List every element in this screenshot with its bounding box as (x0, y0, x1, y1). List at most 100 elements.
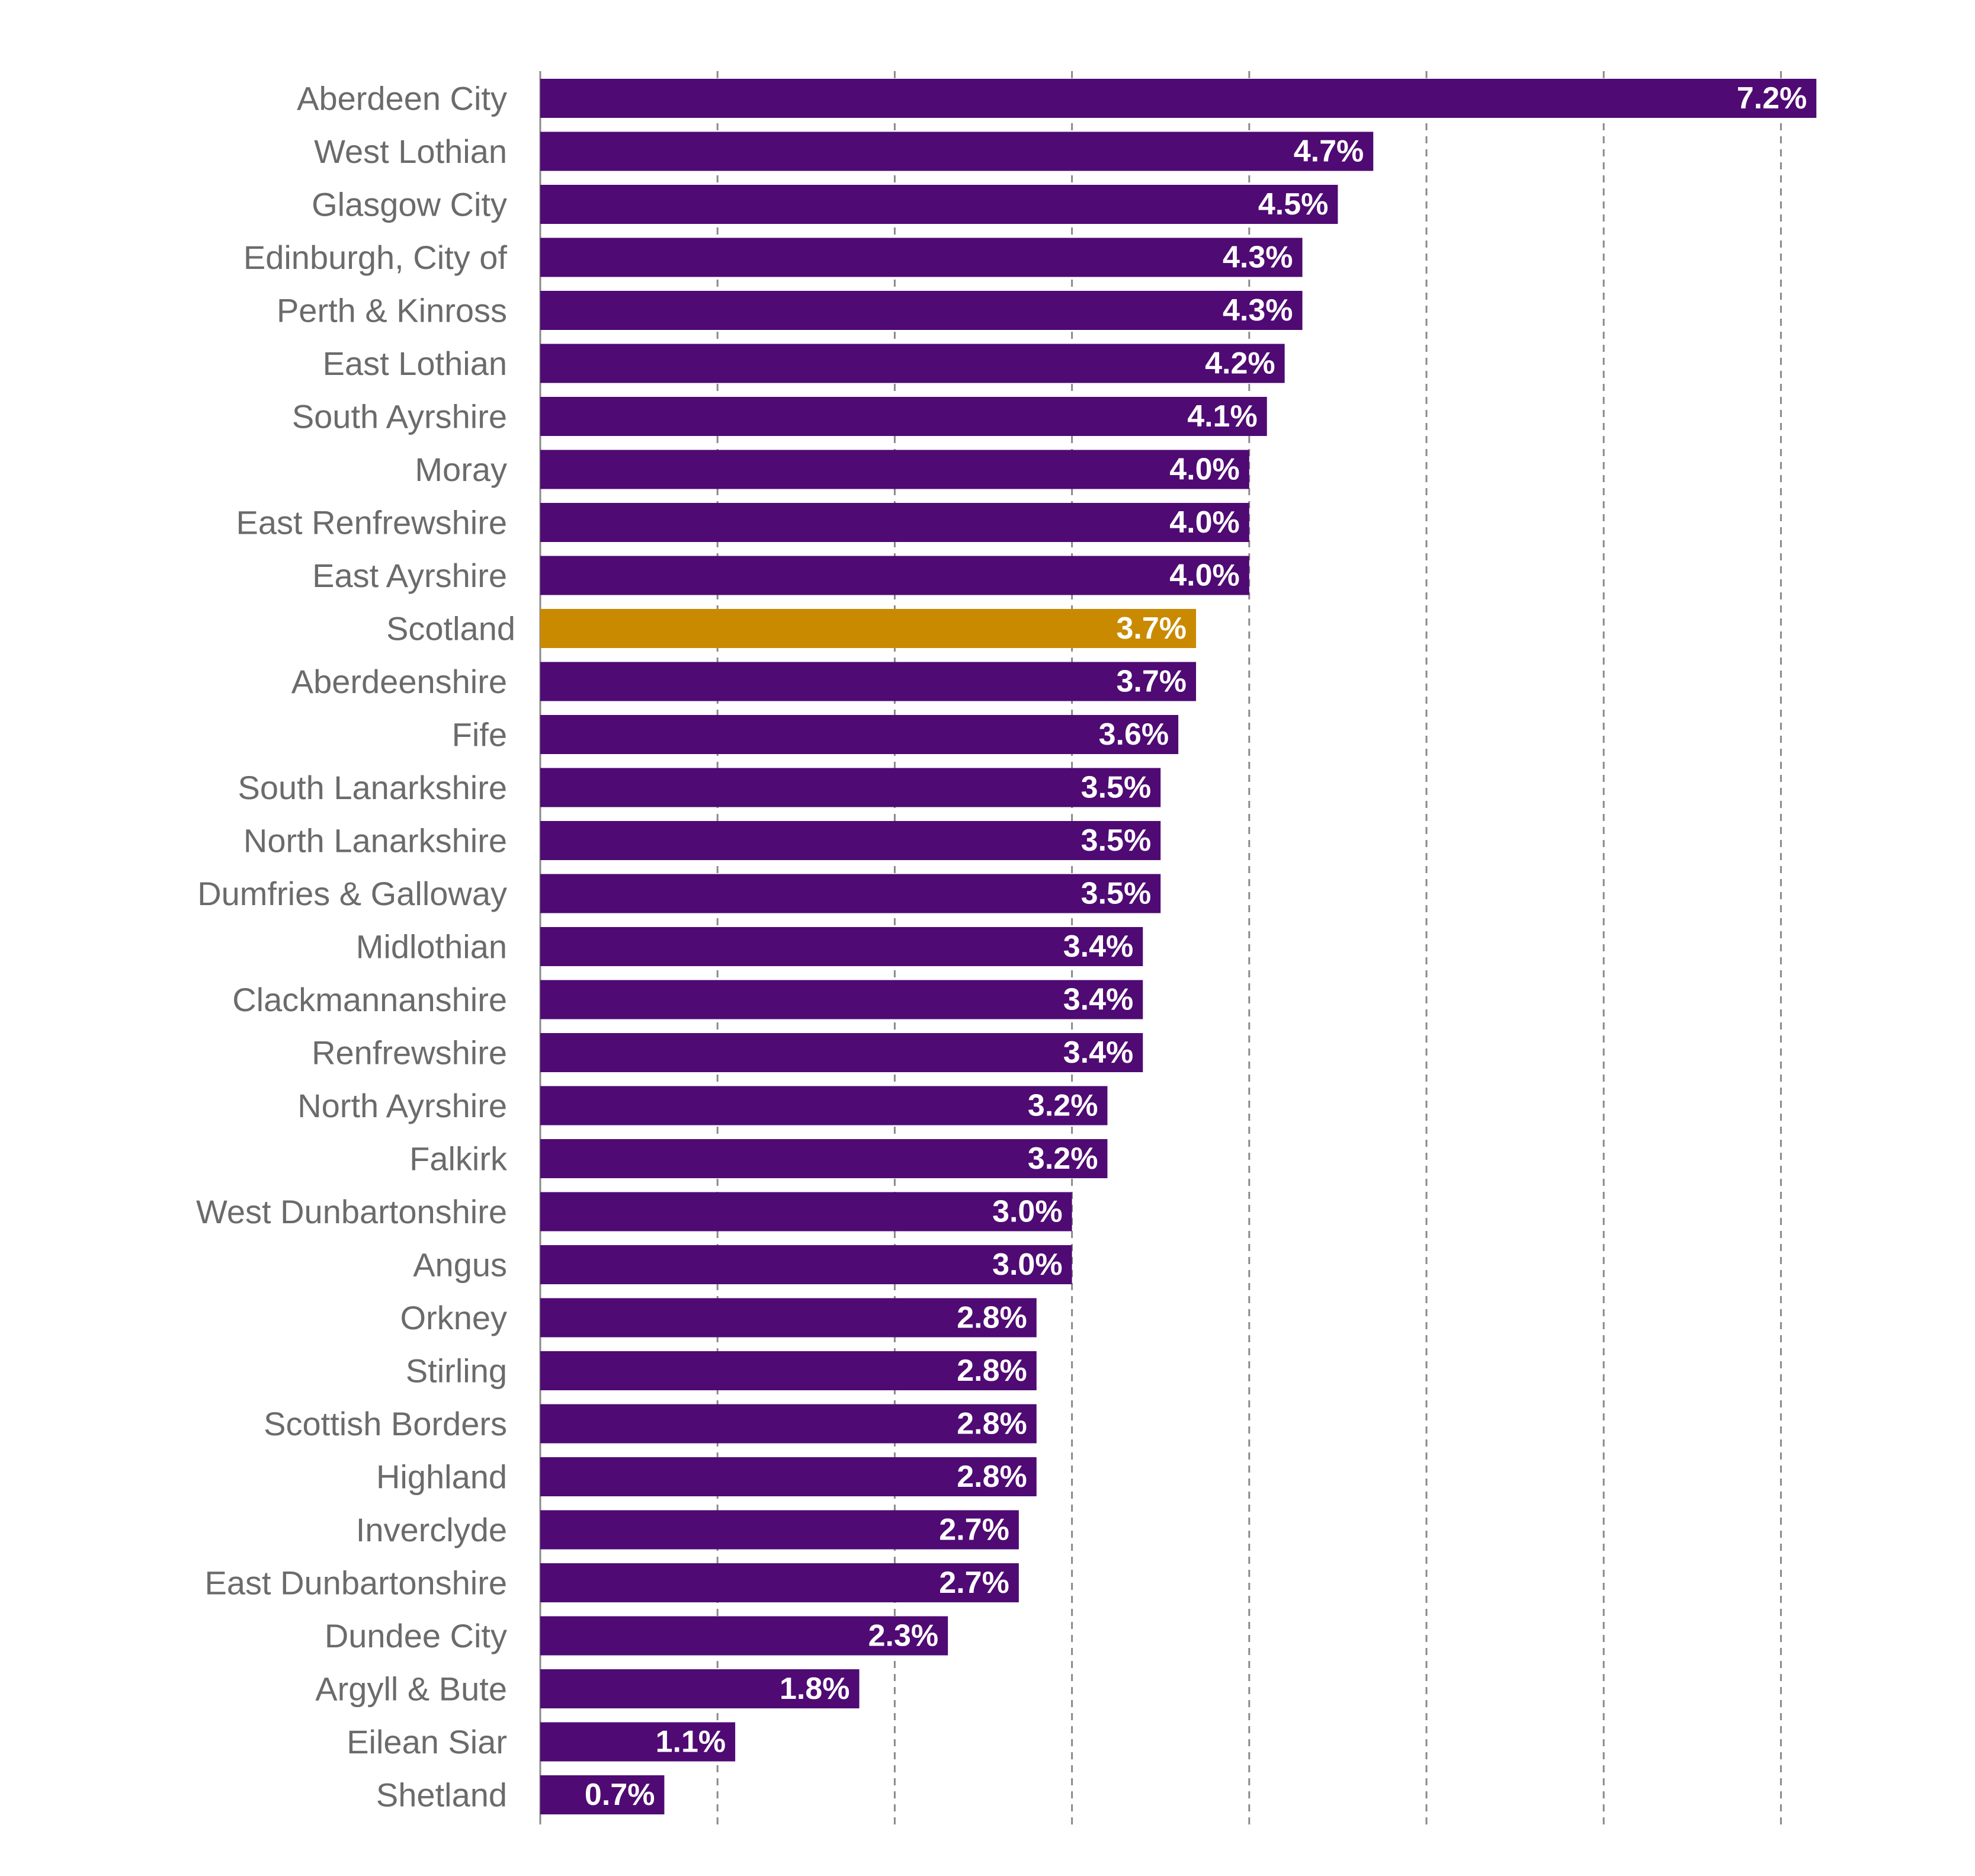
category-label: Edinburgh, City of (243, 239, 508, 276)
category-label: Shetland (376, 1776, 507, 1814)
data-label: 2.8% (957, 1407, 1027, 1441)
bar (540, 1775, 665, 1814)
category-labels: Aberdeen City West Lothian Glasgow City Edi… (196, 80, 515, 1814)
data-label: 2.7% (939, 1513, 1009, 1547)
bar (540, 1033, 1143, 1072)
data-label: 0.7% (585, 1778, 655, 1812)
bar (540, 1298, 1037, 1338)
bar (540, 1457, 1037, 1496)
data-label: 4.0% (1169, 559, 1240, 593)
category-label: Dundee City (325, 1617, 507, 1654)
category-label: South Ayrshire (292, 398, 507, 435)
data-label: 3.5% (1081, 823, 1152, 858)
category-label: Moray (415, 451, 507, 488)
data-label: 4.0% (1169, 453, 1240, 487)
category-label: Renfrewshire (312, 1034, 507, 1072)
data-label: 2.8% (957, 1301, 1027, 1335)
data-label: 2.8% (957, 1460, 1027, 1494)
category-label: East Renfrewshire (236, 504, 507, 541)
data-label: 2.8% (957, 1354, 1027, 1388)
bar (540, 556, 1249, 595)
category-label: Midlothian (356, 928, 507, 966)
category-label: Scotland (386, 610, 515, 647)
bar (540, 1669, 860, 1708)
category-label: East Dunbartonshire (204, 1564, 507, 1602)
bar (540, 715, 1179, 754)
category-label: Eilean Siar (347, 1723, 507, 1760)
bar (540, 1351, 1037, 1390)
bar (540, 1616, 948, 1656)
bar (540, 980, 1143, 1019)
category-label: Aberdeenshire (291, 663, 507, 700)
bar (540, 1404, 1037, 1444)
data-label: 3.7% (1117, 665, 1187, 699)
category-label: North Lanarkshire (243, 822, 507, 860)
category-label: West Lothian (314, 133, 507, 170)
category-label: South Lanarkshire (238, 769, 507, 806)
bar (540, 397, 1267, 436)
bar (540, 609, 1197, 648)
data-label: 4.3% (1223, 240, 1293, 275)
bar (540, 1086, 1108, 1125)
category-label: West Dunbartonshire (196, 1193, 507, 1230)
data-label: 3.4% (1063, 929, 1134, 964)
bar (540, 291, 1303, 330)
category-label: Glasgow City (312, 186, 507, 223)
category-label: Falkirk (409, 1140, 508, 1178)
category-label: North Ayrshire (297, 1087, 507, 1124)
bar (540, 79, 1817, 118)
bar (540, 450, 1249, 489)
bar (540, 768, 1161, 807)
data-label: 1.1% (656, 1725, 726, 1759)
category-label: East Lothian (323, 345, 507, 382)
bar (540, 1722, 736, 1762)
data-label: 3.4% (1063, 1035, 1134, 1070)
data-label: 3.6% (1099, 717, 1169, 752)
bar (540, 238, 1303, 277)
bar (540, 503, 1249, 542)
value-labels: 7.2% 4.7% 4.5% 4.3% 4.3% 4.2% 4.1% 4.0% 4.0% 4.0%… (585, 81, 1807, 1812)
category-label: East Ayrshire (312, 557, 507, 594)
data-label: 3.2% (1028, 1089, 1098, 1123)
data-label: 3.4% (1063, 983, 1134, 1017)
bar (540, 1563, 1019, 1602)
bar (540, 927, 1143, 966)
data-label: 3.0% (992, 1195, 1063, 1229)
category-label: Highland (376, 1458, 507, 1496)
data-label: 3.0% (992, 1248, 1063, 1282)
data-label: 3.7% (1117, 611, 1187, 646)
bar (540, 1192, 1072, 1232)
data-label: 7.2% (1737, 81, 1807, 116)
bar (540, 132, 1374, 171)
data-label: 2.3% (868, 1619, 939, 1653)
category-label: Perth & Kinross (277, 292, 507, 329)
bar (540, 662, 1197, 701)
bar (540, 344, 1285, 383)
category-label: Scottish Borders (264, 1405, 507, 1442)
data-label: 1.8% (780, 1672, 850, 1706)
category-label: Fife (452, 716, 507, 753)
bar (540, 1139, 1108, 1178)
data-label: 4.0% (1169, 505, 1240, 540)
data-label: 4.7% (1294, 134, 1364, 169)
bars (540, 79, 1817, 1814)
bar (540, 1510, 1019, 1550)
category-label: Stirling (406, 1352, 507, 1390)
bar (540, 821, 1161, 860)
data-label: 3.2% (1028, 1141, 1098, 1176)
bar (540, 1245, 1072, 1284)
category-label: Dumfries & Galloway (197, 875, 507, 912)
category-label: Argyll & Bute (315, 1670, 507, 1708)
category-label: Aberdeen City (297, 80, 507, 117)
bar (540, 874, 1161, 913)
data-label: 4.2% (1205, 347, 1275, 381)
data-label: 4.1% (1187, 399, 1258, 434)
data-label: 2.7% (939, 1566, 1009, 1600)
category-label: Inverclyde (356, 1511, 507, 1548)
category-label: Orkney (400, 1299, 508, 1336)
category-label: Angus (413, 1246, 507, 1284)
category-label: Clackmannanshire (232, 981, 507, 1018)
data-label: 4.5% (1258, 187, 1329, 222)
bar (540, 185, 1338, 224)
